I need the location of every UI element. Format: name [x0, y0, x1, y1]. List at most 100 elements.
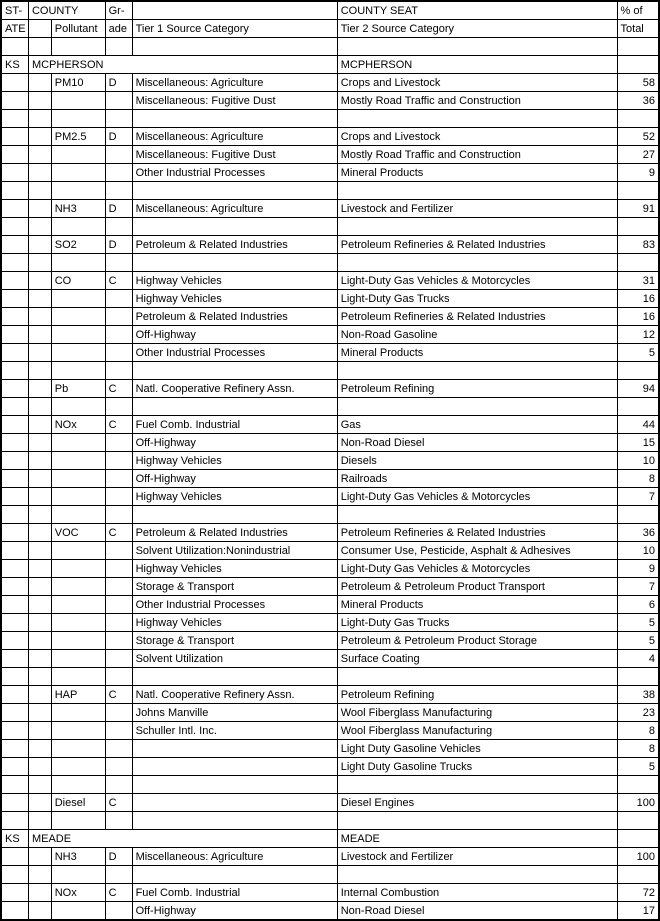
cell-tier2: Livestock and Fertilizer — [337, 848, 617, 866]
cell-pct: 36 — [617, 92, 658, 110]
cell-state — [2, 686, 29, 704]
table-row: Solvent Utilization:NonindustrialConsume… — [2, 542, 659, 560]
cell-state — [2, 866, 29, 884]
cell-sub — [28, 542, 51, 560]
cell-pollutant: SO2 — [51, 236, 105, 254]
cell-state — [2, 848, 29, 866]
cell-pct — [617, 812, 658, 830]
cell-pct: 4 — [617, 650, 658, 668]
header-row-1: ST- COUNTY Gr- COUNTY SEAT % of — [2, 2, 659, 20]
cell-tier2: Crops and Livestock — [337, 128, 617, 146]
cell-grade — [105, 38, 132, 56]
cell-tier1: Petroleum & Related Industries — [132, 308, 337, 326]
cell-sub — [28, 92, 51, 110]
cell-tier1: Miscellaneous: Agriculture — [132, 128, 337, 146]
header-row-2: ATE Pollutant ade Tier 1 Source Category… — [2, 20, 659, 38]
cell-tier1: Off-Highway — [132, 326, 337, 344]
cell-tier2: Light-Duty Gas Trucks — [337, 290, 617, 308]
cell-tier1: Miscellaneous: Fugitive Dust — [132, 146, 337, 164]
table-row: Storage & TransportPetroleum & Petroleum… — [2, 578, 659, 596]
cell-pollutant: HAP — [51, 686, 105, 704]
cell-state — [2, 146, 29, 164]
cell-pct — [617, 56, 658, 74]
cell-tier2: Petroleum Refineries & Related Industrie… — [337, 524, 617, 542]
cell-pct: 5 — [617, 758, 658, 776]
cell-tier1: Johns Manville — [132, 704, 337, 722]
table-row: Off-HighwayNon-Road Gasoline12 — [2, 326, 659, 344]
cell-pct: 100 — [617, 848, 658, 866]
cell-tier2: Non-Road Diesel — [337, 902, 617, 920]
table-row: Miscellaneous: Fugitive DustMostly Road … — [2, 146, 659, 164]
cell-tier1: Petroleum & Related Industries — [132, 524, 337, 542]
table-row — [2, 182, 659, 200]
cell-pct — [617, 668, 658, 686]
cell-pollutant — [51, 326, 105, 344]
cell-pct — [617, 362, 658, 380]
cell-tier1 — [132, 362, 337, 380]
cell-grade — [105, 722, 132, 740]
cell-tier2 — [337, 38, 617, 56]
cell-pct: 16 — [617, 308, 658, 326]
cell-county-name: MCPHERSON — [28, 56, 337, 74]
cell-tier2: Petroleum & Petroleum Product Transport — [337, 578, 617, 596]
cell-tier2: Mostly Road Traffic and Construction — [337, 146, 617, 164]
cell-tier2: Petroleum Refineries & Related Industrie… — [337, 308, 617, 326]
cell-pct: 23 — [617, 704, 658, 722]
cell-tier1 — [132, 38, 337, 56]
table-row: Other Industrial ProcessesMineral Produc… — [2, 596, 659, 614]
cell-tier2: Light Duty Gasoline Trucks — [337, 758, 617, 776]
cell-grade — [105, 704, 132, 722]
cell-grade — [105, 164, 132, 182]
cell-pct: 94 — [617, 380, 658, 398]
cell-state — [2, 254, 29, 272]
cell-sub — [28, 218, 51, 236]
cell-pollutant — [51, 146, 105, 164]
cell-sub — [28, 524, 51, 542]
cell-state — [2, 308, 29, 326]
cell-tier2 — [337, 812, 617, 830]
cell-state: KS — [2, 56, 29, 74]
cell-tier1 — [132, 740, 337, 758]
cell-pct: 7 — [617, 578, 658, 596]
cell-pollutant — [51, 38, 105, 56]
cell-grade: C — [105, 524, 132, 542]
cell-grade — [105, 290, 132, 308]
cell-state — [2, 290, 29, 308]
cell-sub — [28, 362, 51, 380]
cell-state — [2, 902, 29, 920]
cell-tier2: Petroleum & Petroleum Product Storage — [337, 632, 617, 650]
cell-grade — [105, 578, 132, 596]
cell-state — [2, 578, 29, 596]
cell-tier2 — [337, 182, 617, 200]
cell-state — [2, 668, 29, 686]
table-row — [2, 506, 659, 524]
cell-pollutant — [51, 596, 105, 614]
cell-grade: C — [105, 416, 132, 434]
cell-sub — [28, 344, 51, 362]
table-row: PM10DMiscellaneous: AgricultureCrops and… — [2, 74, 659, 92]
table-row: Light Duty Gasoline Vehicles8 — [2, 740, 659, 758]
cell-tier2: Diesel Engines — [337, 794, 617, 812]
table-row: NOxCFuel Comb. IndustrialGas44 — [2, 416, 659, 434]
table-row — [2, 866, 659, 884]
hdr-blank — [28, 20, 51, 38]
cell-grade — [105, 902, 132, 920]
table-row: Off-HighwayNon-Road Diesel15 — [2, 434, 659, 452]
cell-tier1: Highway Vehicles — [132, 452, 337, 470]
cell-pct: 10 — [617, 452, 658, 470]
cell-state — [2, 452, 29, 470]
cell-grade — [105, 488, 132, 506]
cell-state — [2, 200, 29, 218]
cell-grade: C — [105, 686, 132, 704]
table-row: Off-HighwayNon-Road Diesel17 — [2, 902, 659, 920]
cell-state — [2, 884, 29, 902]
cell-tier1: Highway Vehicles — [132, 614, 337, 632]
cell-grade — [105, 182, 132, 200]
cell-pct — [617, 866, 658, 884]
cell-pct: 6 — [617, 596, 658, 614]
cell-state — [2, 776, 29, 794]
cell-tier2: Internal Combustion — [337, 884, 617, 902]
cell-grade: D — [105, 128, 132, 146]
cell-pollutant — [51, 110, 105, 128]
hdr-tier1-2: Tier 1 Source Category — [132, 20, 337, 38]
